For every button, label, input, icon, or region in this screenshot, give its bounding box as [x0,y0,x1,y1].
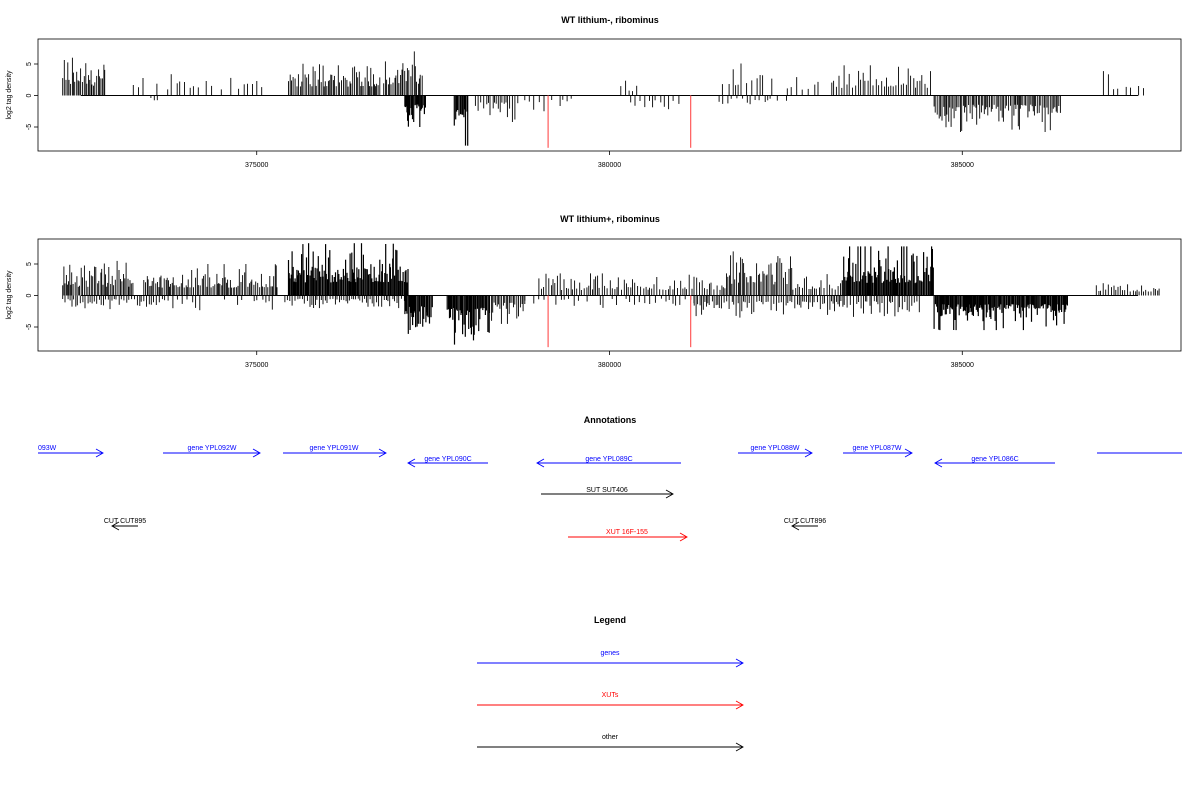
legend-entry: other [477,734,744,752]
x-tick-label: 380000 [598,362,621,369]
annotation-features: 093W gene YPL092W gene YPL091W gene YPL090C… [38,445,1182,542]
arrowhead-left [536,458,545,468]
feature-label: CUT CUT896 [784,518,826,525]
feature-label: gene YPL090C [424,456,471,463]
legend-title: Legend [594,615,626,625]
feature-label: CUT CUT895 [104,518,146,525]
feature-label: gene YPL089C [585,456,632,463]
y-tick-label: 5 [26,262,33,266]
annotation-feature: gene YPL087W [843,445,913,458]
feature-label: XUT 16F-155 [606,529,648,536]
annotation-feature: gene YPL091W [283,445,387,458]
panel-2: WT lithium+, ribominus log2 tag density … [6,214,1182,369]
panel-1-highlight-bars [547,95,692,148]
feature-label: SUT SUT406 [586,487,628,494]
legend-arrowhead [735,700,744,710]
panel-1-title: WT lithium-, ribominus [561,15,659,25]
legend-label: genes [600,650,620,657]
feature-label: gene YPL088W [751,445,800,452]
arrowhead-left [934,458,943,468]
y-tick-label: 5 [26,62,33,66]
y-tick-label: 0 [26,293,33,297]
panel-1: WT lithium-, ribominus log2 tag density … [6,15,1182,169]
annotation-feature: gene YPL088W [738,445,813,458]
x-tick-label: 385000 [951,362,974,369]
feature-label: gene YPL087W [853,445,902,452]
y-tick-label: -5 [26,124,33,130]
arrowhead-right [679,532,688,542]
annotation-feature: gene YPL092W [163,445,261,458]
feature-label: gene YPL091W [310,445,359,452]
legend-label: XUTs [602,692,619,699]
annotation-feature: gene YPL090C [407,456,488,468]
annotation-feature: XUT 16F-155 [568,529,688,542]
arrowhead-right [378,448,387,458]
legend-label: other [602,734,619,741]
panel-1-signal-bars [62,51,1144,146]
panel-1-y-ticks: 5 0 -5 [26,62,38,130]
legend-arrowhead [735,742,744,752]
feature-label: gene YPL086C [971,456,1018,463]
legend: Legend genes XUTs other [477,615,744,752]
panel-1-x-ticks: 375000 380000 385000 [245,151,974,169]
feature-label: 093W [38,445,57,452]
arrowhead-right [804,448,813,458]
arrowhead-left [111,521,120,531]
x-tick-label: 375000 [245,362,268,369]
legend-arrowhead [735,658,744,668]
annotation-feature: CUT CUT895 [104,518,146,531]
y-tick-label: -5 [26,324,33,330]
annotations-title: Annotations [584,415,637,425]
arrowhead-right [95,448,104,458]
arrowhead-right [904,448,913,458]
x-tick-label: 380000 [598,162,621,169]
panel-1-y-axis-label: log2 tag density [6,70,13,120]
legend-entry: genes [477,650,744,668]
legend-entry: XUTs [477,692,744,710]
annotation-feature: gene YPL086C [934,456,1055,468]
panel-2-y-axis-label: log2 tag density [6,270,13,320]
annotations-track: Annotations 093W gene YPL092W gene YPL091W… [38,415,1182,542]
panel-2-highlight-bars [547,295,692,348]
feature-label: gene YPL092W [188,445,237,452]
x-tick-label: 375000 [245,162,268,169]
annotation-feature: 093W [38,445,104,458]
annotation-feature: CUT CUT896 [784,518,826,531]
arrowhead-right [252,448,261,458]
arrowhead-left [407,458,416,468]
arrowhead-right [665,489,674,499]
x-tick-label: 385000 [951,162,974,169]
panel-2-title: WT lithium+, ribominus [560,214,660,224]
annotation-feature: SUT SUT406 [541,487,674,499]
arrowhead-left [791,521,800,531]
panel-2-y-ticks: 5 0 -5 [26,262,38,330]
y-tick-label: 0 [26,93,33,97]
panel-2-x-ticks: 375000 380000 385000 [245,351,974,369]
legend-entries: genes XUTs other [477,650,744,752]
annotation-feature: gene YPL089C [536,456,681,468]
panel-2-signal-bars [62,243,1160,345]
